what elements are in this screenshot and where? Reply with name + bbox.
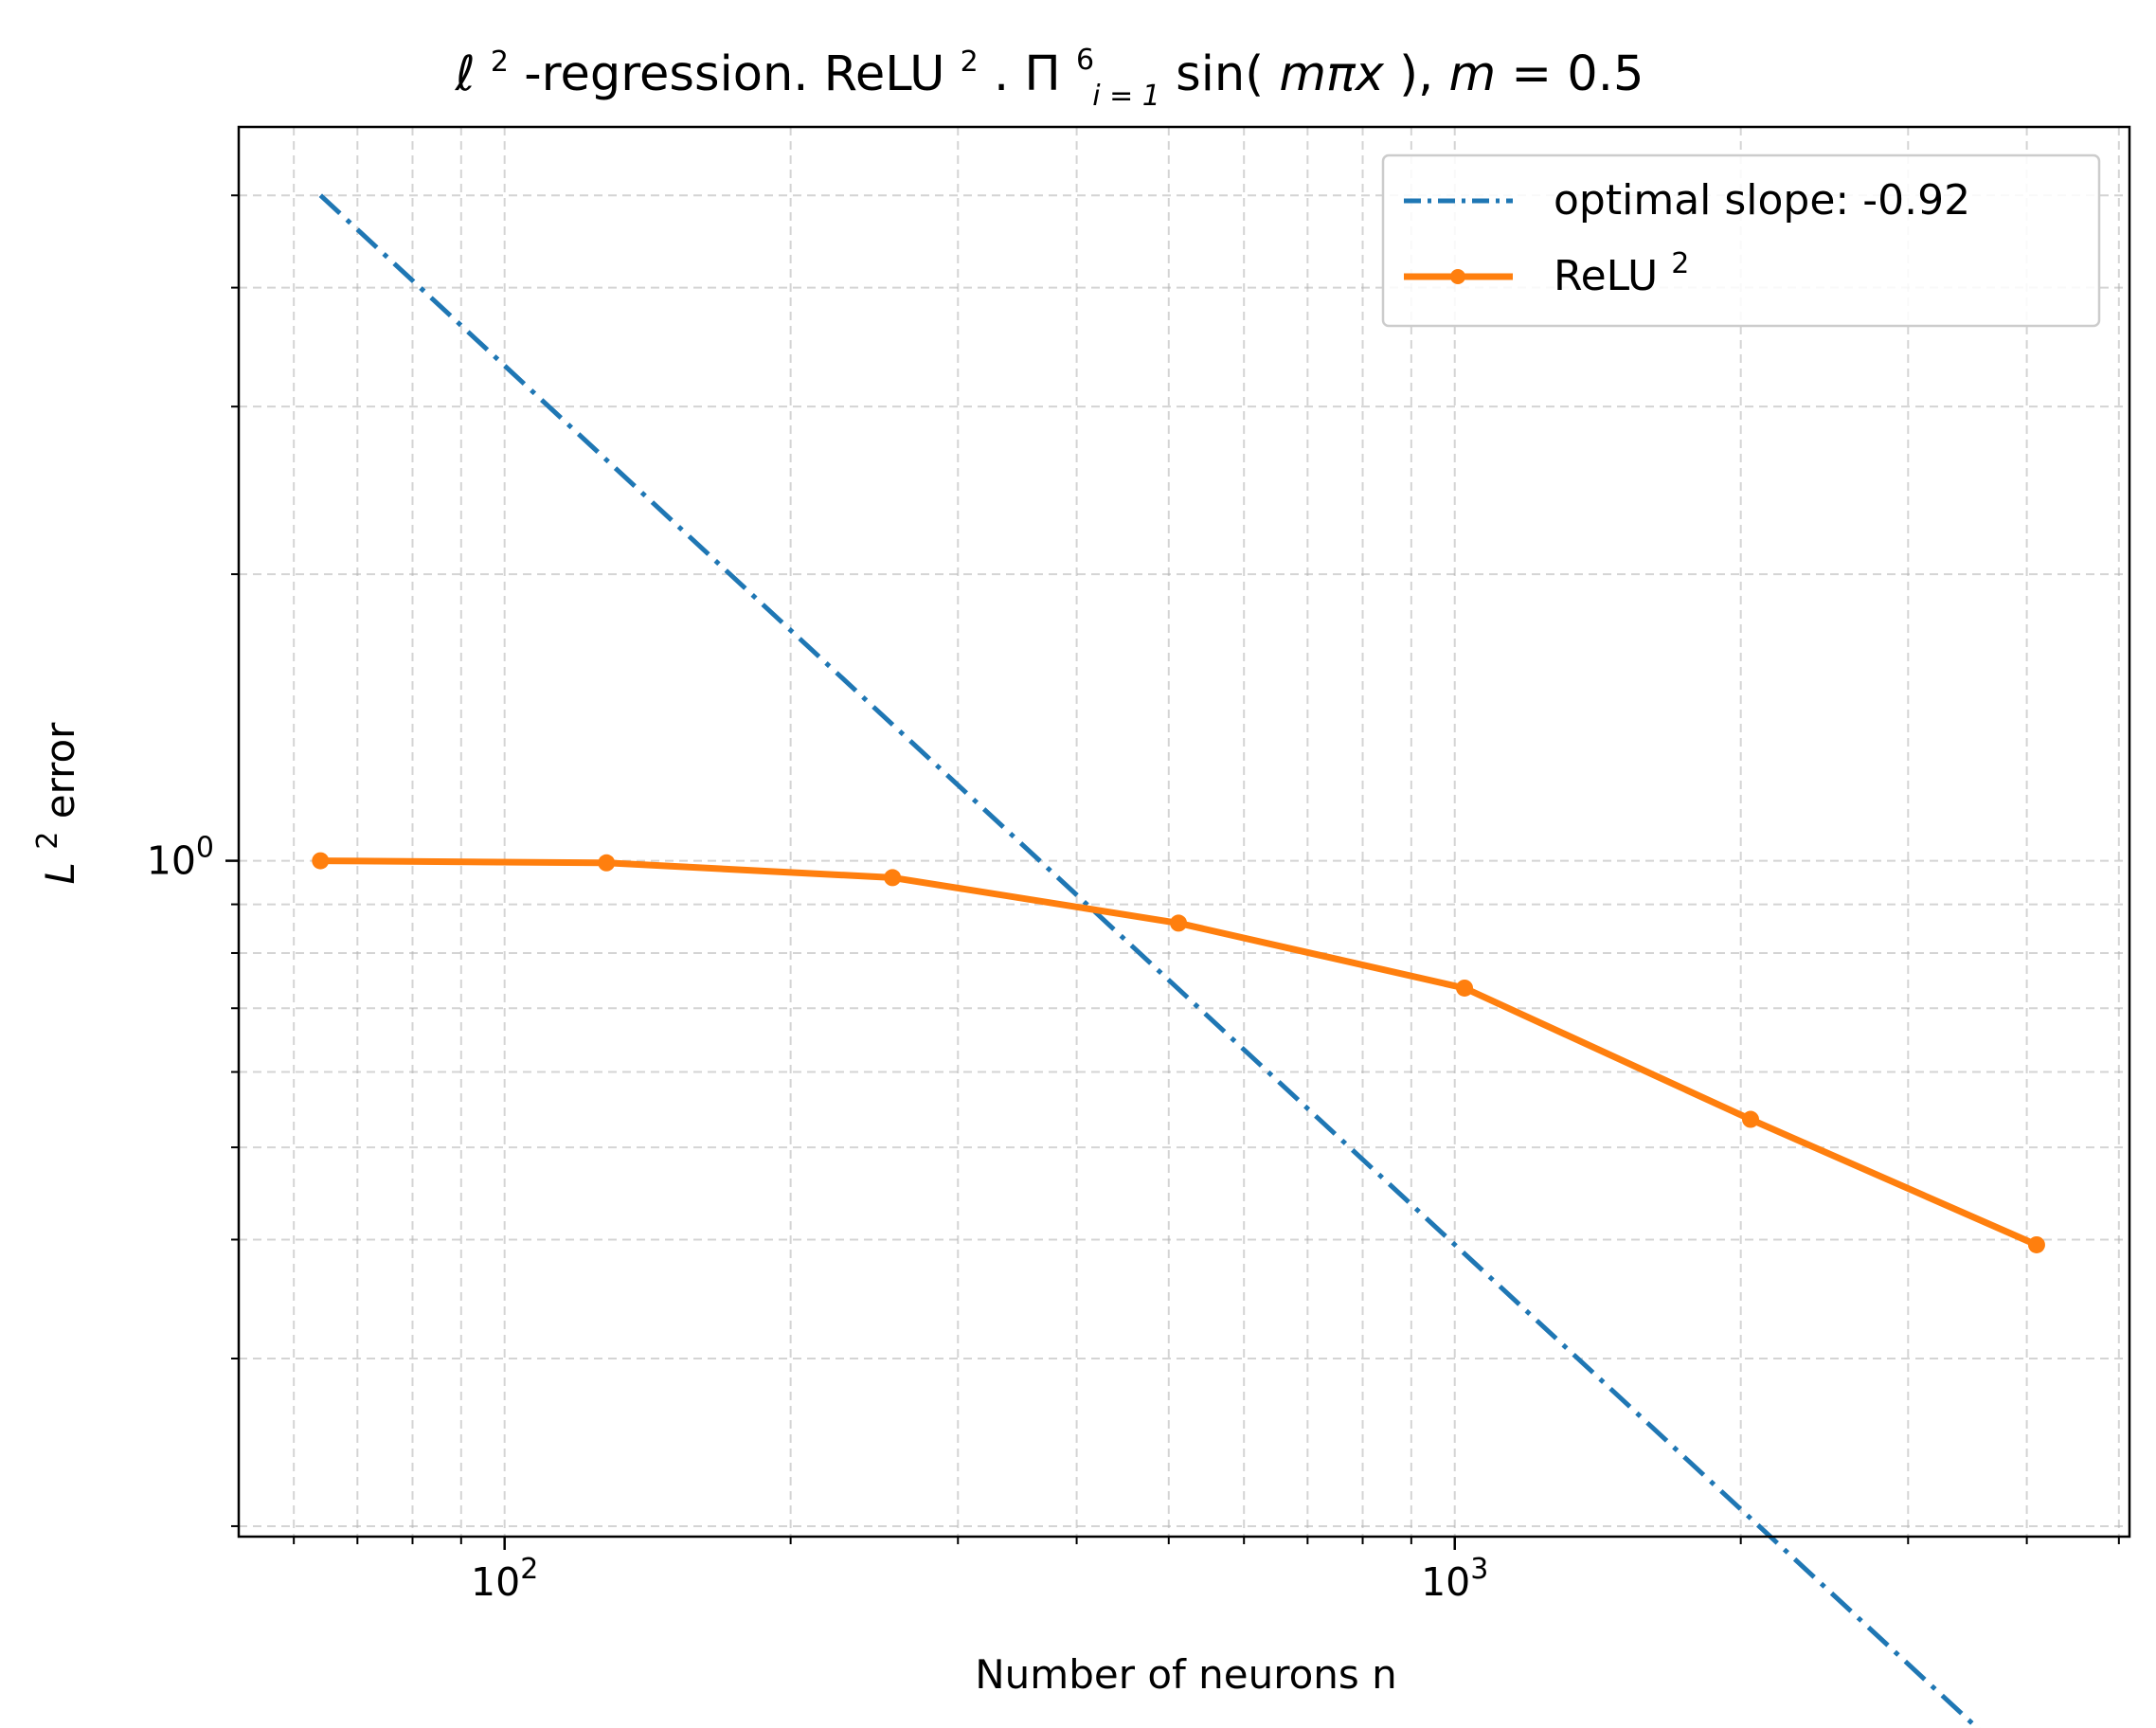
y-axis-label: L 2 error — [20, 722, 83, 885]
x-tick-label: 103 — [1421, 1553, 1488, 1605]
x-tick-label-exp: 3 — [1470, 1553, 1488, 1586]
title-part4: ), — [1399, 46, 1448, 102]
x-axis-label: Number of neurons n — [975, 1651, 1397, 1698]
relu2-point — [598, 854, 616, 872]
relu2-point — [312, 852, 330, 870]
title-part4-math: m — [1448, 46, 1496, 102]
title-part5: = 0.5 — [1511, 46, 1644, 102]
legend-frame — [1381, 153, 2101, 328]
x-tick-label-exp: 2 — [520, 1553, 538, 1586]
legend-label-relu-sup: 2 — [1671, 247, 1689, 280]
y-tick-label: 100 — [147, 832, 214, 884]
y-tick-label-base: 10 — [147, 838, 196, 884]
axes-frame — [237, 125, 2131, 1539]
series-layer — [312, 193, 2045, 1728]
title-part1-sup: 2 — [961, 45, 979, 79]
legend-label-relu: ReLU 2 — [1554, 247, 1689, 300]
optimal-slope-line — [318, 193, 1981, 1728]
x-tick-label: 102 — [471, 1553, 538, 1605]
y-tick-label-exp: 0 — [196, 832, 214, 865]
legend-label-relu-base: ReLU — [1554, 252, 1658, 300]
y-axis-label-var: L — [37, 862, 83, 884]
title-prefix-sup: 2 — [491, 45, 509, 79]
legend-marker-relu — [1450, 269, 1465, 284]
x-tick-label-base: 10 — [1421, 1559, 1470, 1605]
title-prod-sub: i = 1 — [1092, 80, 1160, 113]
legend-label-optimal: optimal slope: -0.92 — [1554, 176, 1970, 225]
y-axis-label-sup: 2 — [31, 832, 64, 850]
title-part1: -regression. ReLU — [524, 46, 944, 102]
relu2-point — [1456, 979, 1474, 997]
title-part3: sin( — [1176, 46, 1264, 102]
title-prefix: ℓ — [455, 46, 476, 102]
relu2-point — [2027, 1235, 2045, 1253]
relu2-point — [1170, 914, 1188, 932]
y-axis-label-rest: error — [37, 722, 83, 819]
x-tick-label-base: 10 — [471, 1559, 520, 1605]
legend: optimal slope: -0.92 ReLU 2 — [1381, 153, 2101, 328]
title-part2: . Π — [994, 46, 1061, 102]
title-part3-math: mπx — [1279, 46, 1384, 102]
relu2-point — [884, 869, 902, 887]
relu2-point — [1742, 1110, 1760, 1128]
chart-title: ℓ 2 -regression. ReLU 2 . Π 6 i = 1 sin(… — [455, 26, 1644, 117]
title-prod-sup: 6 — [1076, 44, 1094, 77]
